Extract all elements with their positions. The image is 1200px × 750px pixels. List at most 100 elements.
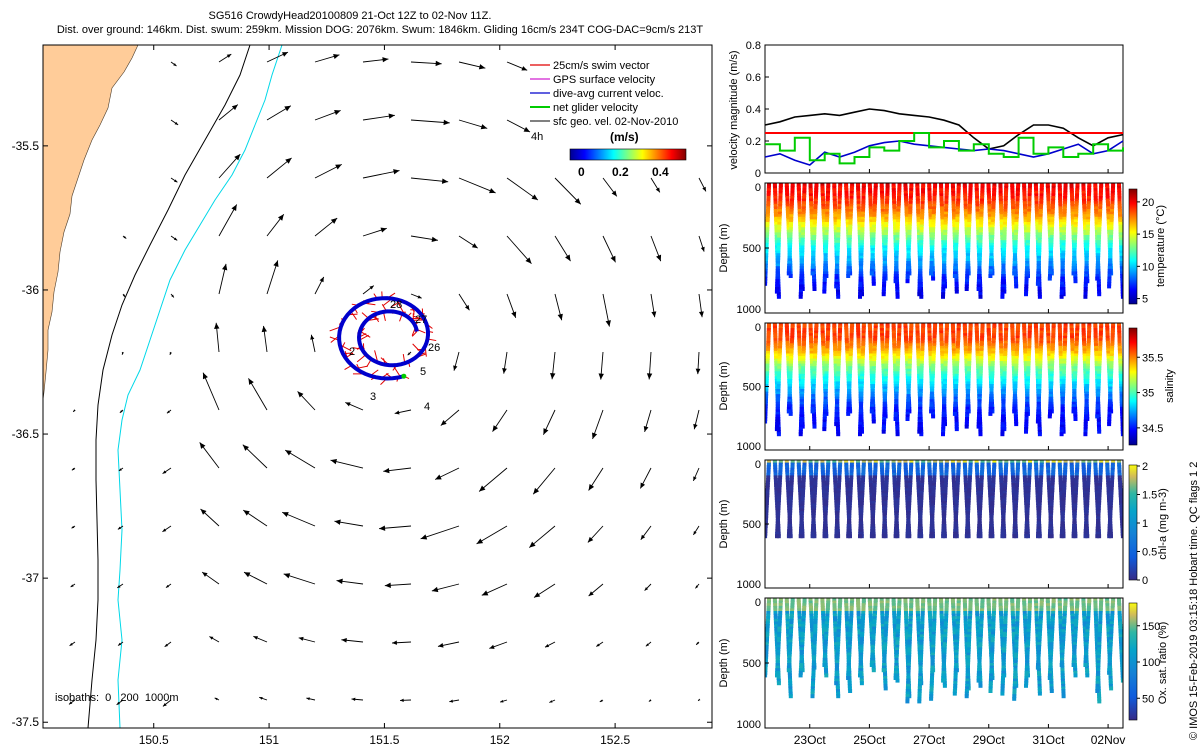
profile-sample [772, 183, 777, 187]
profile-sample [905, 414, 910, 419]
depth-tick-label: 1000 [737, 304, 761, 316]
profile-sample [1096, 237, 1101, 242]
profile-sample [885, 335, 890, 340]
profile-sample [952, 361, 957, 366]
profile-sample [1058, 350, 1063, 355]
profile-sample [896, 348, 901, 353]
profile-sample [1025, 396, 1030, 401]
profile-sample [931, 274, 935, 278]
profile-sample [1022, 188, 1027, 193]
profile-sample [845, 222, 850, 226]
profile-sample [967, 219, 972, 224]
profile-sample [884, 206, 889, 211]
profile-sample [1025, 384, 1030, 388]
profile-sample [930, 381, 935, 386]
profile-sample [1063, 323, 1068, 327]
profile-sample [915, 340, 920, 345]
profile-sample [1095, 266, 1100, 271]
profile-sample [822, 361, 827, 366]
velocity-vector-head [698, 311, 704, 318]
profile-sample [1010, 196, 1015, 200]
profile-sample [849, 198, 854, 203]
profile-sample [797, 340, 802, 345]
profile-sample [775, 417, 780, 421]
profile-sample [951, 193, 956, 198]
profile-sample [954, 235, 959, 239]
profile-sample [1046, 340, 1051, 345]
velocity-vector-head [449, 699, 453, 703]
profile-sample [849, 340, 854, 345]
profile-sample [834, 404, 839, 409]
profile-sample [871, 414, 876, 419]
day-label: 28 [390, 299, 402, 311]
profile-sample [822, 289, 827, 294]
profile-sample [802, 201, 806, 206]
profile-sample [1049, 368, 1054, 373]
profile-sample [940, 229, 945, 234]
profile-sample [857, 373, 862, 378]
profile-sample [1086, 201, 1091, 206]
profile-sample [951, 335, 956, 340]
profile-sample [832, 183, 837, 187]
profile-sample [1015, 209, 1019, 213]
profile-sample [966, 371, 971, 376]
profile-sample [1099, 188, 1103, 193]
profile-sample [800, 373, 805, 378]
profile-sample [1023, 214, 1028, 219]
profile-sample [939, 335, 944, 340]
profile-sample [908, 335, 913, 340]
profile-sample [991, 198, 996, 203]
profile-sample [836, 227, 841, 232]
profile-sample [943, 356, 948, 360]
profile-sample [989, 386, 994, 391]
velocity-vector-head [71, 525, 75, 529]
profile-sample [940, 209, 945, 213]
profile-sample [778, 185, 783, 190]
profile-sample [1047, 361, 1052, 366]
profile-sample [765, 371, 770, 376]
profile-sample [907, 368, 912, 373]
profile-sample [895, 381, 899, 386]
profile-sample [1084, 250, 1089, 255]
profile-sample [1010, 323, 1015, 327]
profile-sample [1049, 386, 1053, 391]
velocity-vector-head [68, 701, 73, 705]
profile-sample [1036, 268, 1041, 273]
profile-sample [1015, 340, 1020, 345]
profile-sample [1050, 211, 1055, 216]
profile-sample [766, 190, 771, 195]
velocity-vector-head [533, 487, 540, 495]
profile-sample [1070, 353, 1075, 358]
profile-sample [967, 358, 972, 363]
profile-sample [1026, 224, 1031, 229]
profile-sample [918, 271, 922, 276]
profile-sample [1010, 328, 1015, 333]
profile-sample [894, 258, 899, 263]
profile-sample [929, 406, 934, 411]
profile-sample [1107, 274, 1112, 278]
profile-sample [894, 384, 899, 388]
profile-sample [1001, 409, 1006, 414]
profile-sample [798, 371, 803, 376]
profile-sample [832, 325, 837, 330]
profile-sample [838, 328, 842, 333]
profile-sample [919, 235, 924, 239]
profile-sample [766, 325, 771, 330]
profile-sample [1048, 389, 1053, 393]
profile-sample [802, 193, 807, 198]
profile-sample [976, 229, 981, 234]
profile-sample [1063, 196, 1068, 200]
profile-sample [963, 188, 967, 193]
velocity-vector-head [341, 637, 347, 643]
velocity-vector-head [200, 508, 207, 515]
profile-sample [988, 409, 993, 414]
profile-sample [1106, 209, 1111, 213]
profile-sample [1048, 401, 1053, 406]
profile-sample [774, 235, 779, 239]
profile-sample [1010, 198, 1015, 203]
profile-sample [987, 343, 992, 348]
profile-sample [891, 183, 896, 187]
profile-sample [765, 276, 768, 281]
profile-sample [895, 240, 900, 245]
profile-sample [800, 240, 805, 245]
